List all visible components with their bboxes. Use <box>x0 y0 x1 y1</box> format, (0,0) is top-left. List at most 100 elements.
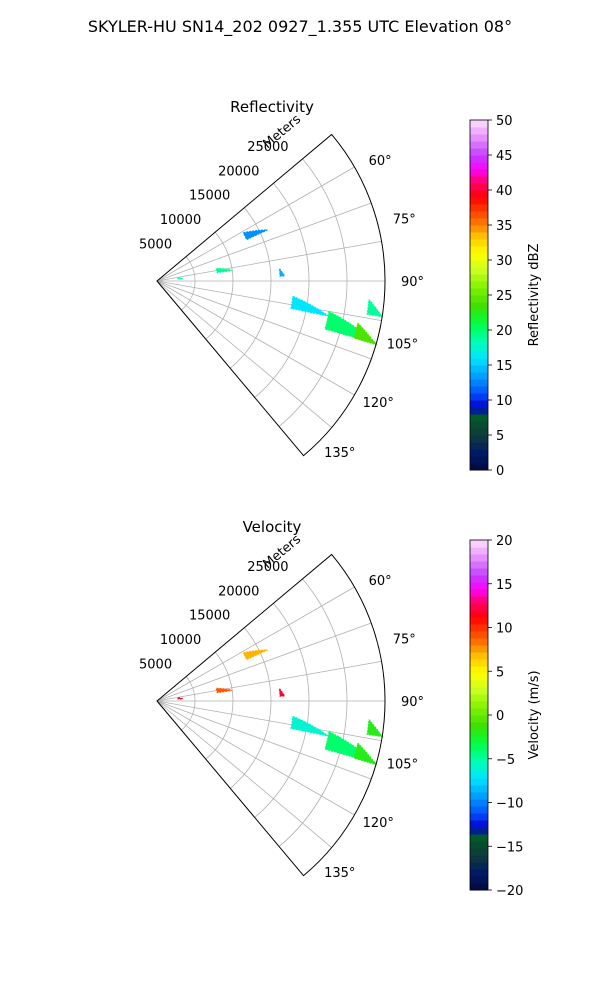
figure-title: SKYLER-HU SN14_202 0927_1.355 UTC Elevat… <box>88 17 512 37</box>
colorbar-band <box>470 722 488 730</box>
colorbar-band <box>470 617 488 625</box>
colorbar-band <box>470 540 488 548</box>
colorbar-band <box>470 610 488 618</box>
azimuth-tick-label: 75° <box>393 212 416 227</box>
colorbar-band <box>470 239 488 247</box>
colorbar-band <box>470 407 488 415</box>
sector-outline <box>156 133 386 457</box>
panel-title: Velocity <box>243 518 302 536</box>
colorbar-band <box>470 624 488 632</box>
colorbar-band <box>470 169 488 177</box>
colorbar-band <box>470 323 488 331</box>
colorbar-band <box>470 673 488 681</box>
colorbar-band <box>470 736 488 744</box>
colorbar-band <box>470 806 488 814</box>
colorbar-tick-label: 5 <box>496 429 504 444</box>
azimuth-tick-label: 135° <box>324 446 355 461</box>
azimuth-tick-label: 105° <box>387 338 418 353</box>
colorbar-band <box>470 463 488 471</box>
colorbar-band <box>470 120 488 128</box>
colorbar-band <box>470 645 488 653</box>
colorbar-band <box>470 183 488 191</box>
colorbar-band <box>470 869 488 877</box>
colorbar-band <box>470 134 488 142</box>
colorbar-tick-label: 30 <box>496 254 513 269</box>
colorbar-tick-label: −5 <box>496 753 515 768</box>
colorbar-band <box>470 743 488 751</box>
colorbar-band <box>470 855 488 863</box>
colorbar-tick-label: 20 <box>496 324 513 339</box>
colorbar-band <box>470 421 488 429</box>
colorbar-band <box>470 330 488 338</box>
echo-region <box>278 268 286 277</box>
colorbar-band <box>470 246 488 254</box>
colorbar-band <box>470 715 488 723</box>
colorbar-band <box>470 281 488 289</box>
echo-region <box>290 295 329 317</box>
echo-region <box>353 322 378 346</box>
echo-region <box>278 688 286 697</box>
colorbar-band <box>470 204 488 212</box>
azimuth-tick-label: 60° <box>369 154 392 169</box>
colorbar-band <box>470 379 488 387</box>
colorbar-band <box>470 337 488 345</box>
colorbar-band <box>470 582 488 590</box>
colorbar-band <box>470 603 488 611</box>
colorbar-band <box>470 778 488 786</box>
range-tick-label: 20000 <box>218 164 259 179</box>
colorbar-band <box>470 428 488 436</box>
colorbar-band <box>470 820 488 828</box>
echo-region <box>366 299 384 318</box>
colorbar-band <box>470 302 488 310</box>
colorbar-band <box>470 589 488 597</box>
colorbar-band <box>470 771 488 779</box>
colorbar-band <box>470 834 488 842</box>
colorbar-band <box>470 372 488 380</box>
colorbar-band <box>470 813 488 821</box>
colorbar-band <box>470 554 488 562</box>
azimuth-tick-label: 75° <box>393 632 416 647</box>
colorbar-band <box>470 344 488 352</box>
colorbar-band <box>470 456 488 464</box>
colorbar-band <box>470 652 488 660</box>
panel-title: Reflectivity <box>230 98 314 116</box>
range-ring <box>230 207 272 369</box>
colorbar-band <box>470 827 488 835</box>
colorbar-band <box>470 176 488 184</box>
colorbar-label: Velocity (m/s) <box>527 670 542 759</box>
colorbar-band <box>470 449 488 457</box>
colorbar-tick-label: 15 <box>496 359 513 374</box>
colorbar-band <box>470 295 488 303</box>
azimuth-tick-label: 90° <box>401 275 424 290</box>
echo-region <box>290 715 329 737</box>
range-tick-label: 25000 <box>247 560 288 575</box>
colorbar-band <box>470 729 488 737</box>
colorbar-band <box>470 638 488 646</box>
colorbar-band <box>470 414 488 422</box>
colorbar-band <box>470 687 488 695</box>
colorbar-band <box>470 568 488 576</box>
colorbar-band <box>470 575 488 583</box>
colorbar-band <box>470 218 488 226</box>
echo-region <box>242 229 268 241</box>
colorbar-tick-label: 40 <box>496 184 513 199</box>
colorbar-band <box>470 862 488 870</box>
colorbar-band <box>470 792 488 800</box>
colorbar-tick-label: 10 <box>496 622 513 637</box>
range-ring <box>254 183 310 398</box>
colorbar-band <box>470 666 488 674</box>
echo-region <box>353 742 378 766</box>
range-ring <box>278 578 348 847</box>
range-ring <box>181 256 196 311</box>
range-ring <box>278 158 348 427</box>
colorbar-tick-label: 0 <box>496 464 504 479</box>
colorbar-band <box>470 190 488 198</box>
colorbar-band <box>470 764 488 772</box>
colorbar-band <box>470 400 488 408</box>
colorbar-band <box>470 785 488 793</box>
echo-region <box>215 267 233 274</box>
colorbar-tick-label: 35 <box>496 219 513 234</box>
colorbar-band <box>470 757 488 765</box>
colorbar-tick-label: 0 <box>496 709 504 724</box>
